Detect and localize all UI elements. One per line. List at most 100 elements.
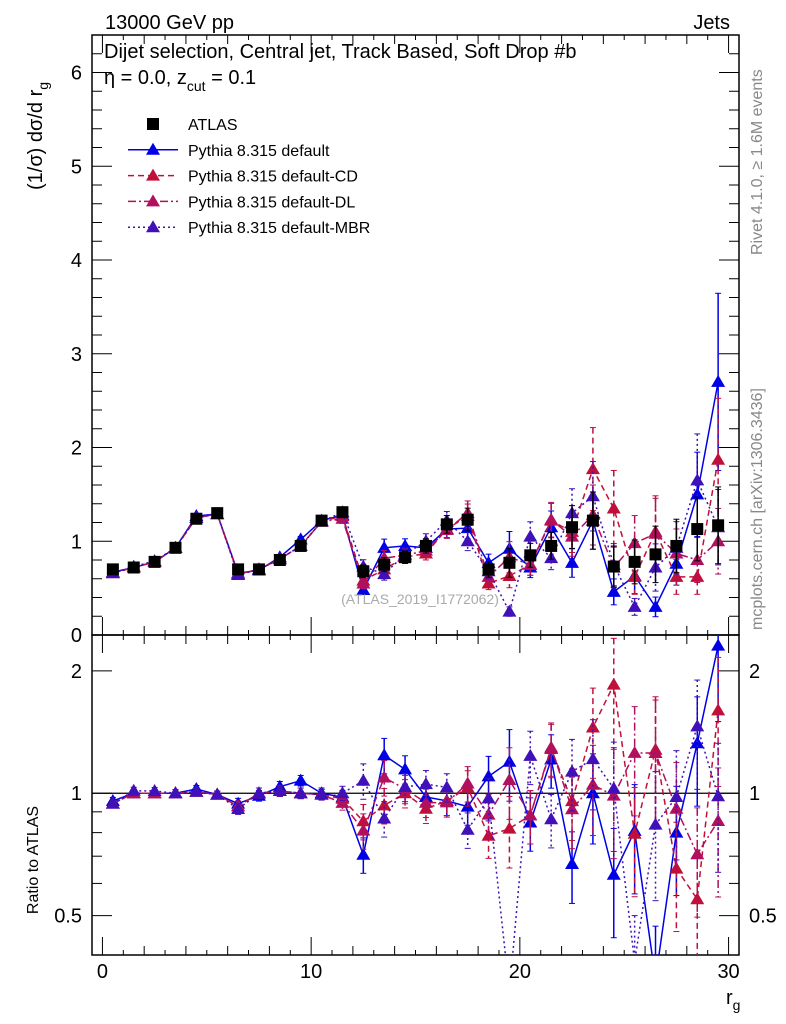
series-0 <box>106 486 725 588</box>
data-point <box>669 861 684 874</box>
plot-title-cont: η = 0.0, zcut = 0.1 <box>104 67 256 94</box>
data-point <box>440 518 453 531</box>
data-point <box>565 857 580 870</box>
data-point <box>711 374 726 387</box>
legend-item: ATLAS <box>147 117 238 134</box>
data-point <box>293 786 308 799</box>
data-point <box>189 784 204 797</box>
series-line <box>112 645 719 955</box>
ratio-tick-label: 1 <box>749 783 760 805</box>
ratio-series-2 <box>105 637 726 955</box>
data-point <box>356 576 371 589</box>
legend-marker <box>146 220 160 233</box>
series-line <box>112 723 719 955</box>
data-point <box>606 867 621 880</box>
data-point <box>648 745 663 758</box>
legend-marker <box>146 194 160 207</box>
analysis-watermark: (ATLAS_2019_I1772062) <box>341 591 499 607</box>
legend-item: Pythia 8.315 default-MBR <box>128 220 370 237</box>
data-point <box>439 780 454 793</box>
data-point <box>356 773 371 786</box>
data-point <box>439 795 454 808</box>
data-point <box>418 777 433 790</box>
data-point <box>314 787 329 800</box>
data-point <box>168 786 183 799</box>
series-line <box>112 478 719 614</box>
series-line <box>112 381 719 609</box>
data-point <box>565 764 580 777</box>
data-point <box>523 529 538 542</box>
data-point <box>691 523 704 536</box>
data-point <box>585 777 600 790</box>
data-point <box>523 808 538 821</box>
data-point <box>606 584 621 597</box>
legend-label: Pythia 8.315 default <box>188 143 330 160</box>
data-point <box>669 801 684 814</box>
data-point <box>252 563 265 576</box>
data-point <box>210 787 225 800</box>
ratio-tick-label: 0.5 <box>749 906 777 928</box>
legend-item: Pythia 8.315 default <box>128 142 330 160</box>
data-point <box>544 812 559 825</box>
data-point <box>232 563 245 576</box>
y-tick-label: 1 <box>71 531 82 553</box>
data-point <box>377 748 392 761</box>
data-point <box>627 745 642 758</box>
y-tick-label: 4 <box>71 250 82 272</box>
data-point <box>502 821 517 834</box>
data-point <box>398 538 413 551</box>
data-point <box>356 847 371 860</box>
data-point <box>461 513 474 526</box>
legend-label: Pythia 8.315 default-DL <box>188 194 355 211</box>
data-point <box>106 563 119 576</box>
series-line <box>112 682 719 902</box>
ratio-y-axis-label: Ratio to ATLAS <box>25 806 42 914</box>
x-axis-label: rg <box>726 987 740 1013</box>
data-point <box>377 798 392 811</box>
data-point <box>356 823 371 836</box>
data-point <box>566 521 579 534</box>
data-point <box>690 847 705 860</box>
data-point <box>272 784 287 797</box>
data-point <box>335 795 350 808</box>
legend-item: Pythia 8.315 default-CD <box>128 168 358 186</box>
ratio-tick-label: 1 <box>71 783 82 805</box>
data-point <box>690 736 705 749</box>
legend-marker <box>147 118 159 130</box>
data-point <box>670 539 683 552</box>
data-point <box>251 786 266 799</box>
data-point <box>147 783 162 796</box>
ratio-tick-label: 2 <box>749 661 760 683</box>
y-tick-label: 0 <box>71 625 82 647</box>
data-point <box>690 473 705 486</box>
data-point <box>335 786 350 799</box>
data-point <box>377 811 392 824</box>
data-point <box>378 558 391 571</box>
data-point <box>148 555 161 568</box>
data-point <box>211 507 224 520</box>
series-line <box>112 511 719 585</box>
legend-marker <box>146 142 160 155</box>
data-point <box>502 772 517 785</box>
ratio-tick-label: 2 <box>71 661 82 683</box>
x-tick-label: 0 <box>97 961 108 983</box>
ratio-series-4 <box>105 679 726 955</box>
series-1 <box>105 292 726 618</box>
data-point <box>190 512 203 525</box>
data-point <box>690 487 705 500</box>
data-point <box>315 514 328 527</box>
data-point <box>503 556 516 569</box>
plot-title: Dijet selection, Central jet, Track Base… <box>104 41 576 63</box>
data-point <box>293 773 308 786</box>
data-point <box>690 892 705 905</box>
data-point <box>565 802 580 815</box>
data-point <box>544 512 559 525</box>
data-point <box>482 563 495 576</box>
data-point <box>273 554 286 566</box>
legend-label: Pythia 8.315 default-MBR <box>188 220 370 237</box>
data-point <box>105 796 120 809</box>
rivet-version-label: Rivet 4.1.0, ≥ 1.6M events <box>749 69 766 255</box>
header-right: Jets <box>693 12 730 34</box>
y-tick-label: 3 <box>71 344 82 366</box>
